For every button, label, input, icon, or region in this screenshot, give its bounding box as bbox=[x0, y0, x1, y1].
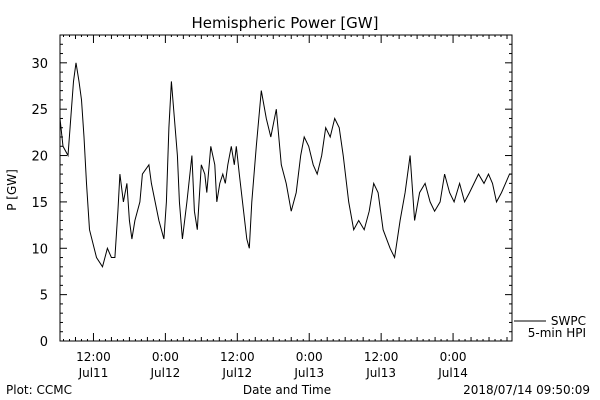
x-tick-label-date: Jul12 bbox=[221, 366, 252, 380]
y-tick-label: 0 bbox=[40, 335, 48, 350]
y-tick-label: 10 bbox=[31, 242, 48, 257]
y-tick-label: 30 bbox=[31, 57, 48, 72]
x-tick-label-date: Jul12 bbox=[150, 366, 181, 380]
x-tick-label-date: Jul11 bbox=[78, 366, 109, 380]
plot-frame bbox=[59, 34, 513, 342]
x-tick-label-date: Jul13 bbox=[293, 366, 324, 380]
footer-timestamp: 2018/07/14 09:50:09 bbox=[463, 383, 590, 397]
x-tick-label-date: Jul13 bbox=[365, 366, 396, 380]
legend-label-source: SWPC bbox=[551, 314, 586, 328]
footer-plot-credit: Plot: CCMC bbox=[6, 383, 72, 397]
x-tick-label-time: 12:00 bbox=[76, 350, 111, 364]
x-axis-label: Date and Time bbox=[243, 383, 331, 397]
x-tick-label-time: 12:00 bbox=[364, 350, 399, 364]
y-axis: 0 5 10 15 20 25 30 bbox=[31, 34, 512, 350]
x-tick-label-date: Jul14 bbox=[437, 366, 468, 380]
y-axis-label: P [GW] bbox=[5, 169, 19, 211]
y-tick-label: 15 bbox=[31, 196, 48, 211]
x-axis: 12:00 Jul11 0:00 Jul12 12:00 Jul12 0:00 Jul13 12… bbox=[62, 35, 508, 380]
chart-title: Hemispheric Power [GW] bbox=[192, 14, 379, 32]
x-tick-label-time: 0:00 bbox=[152, 350, 179, 364]
legend-label-metric: 5-min HPI bbox=[528, 326, 586, 340]
y-tick-label: 20 bbox=[31, 150, 48, 165]
hpi-series-line bbox=[59, 62, 512, 269]
y-tick-label: 25 bbox=[31, 103, 48, 118]
y-tick-label: 5 bbox=[40, 289, 48, 304]
x-tick-label-time: 0:00 bbox=[440, 350, 467, 364]
legend: SWPC 5-min HPI bbox=[514, 314, 586, 340]
x-tick-label-time: 0:00 bbox=[296, 350, 323, 364]
x-tick-label-time: 12:00 bbox=[220, 350, 255, 364]
